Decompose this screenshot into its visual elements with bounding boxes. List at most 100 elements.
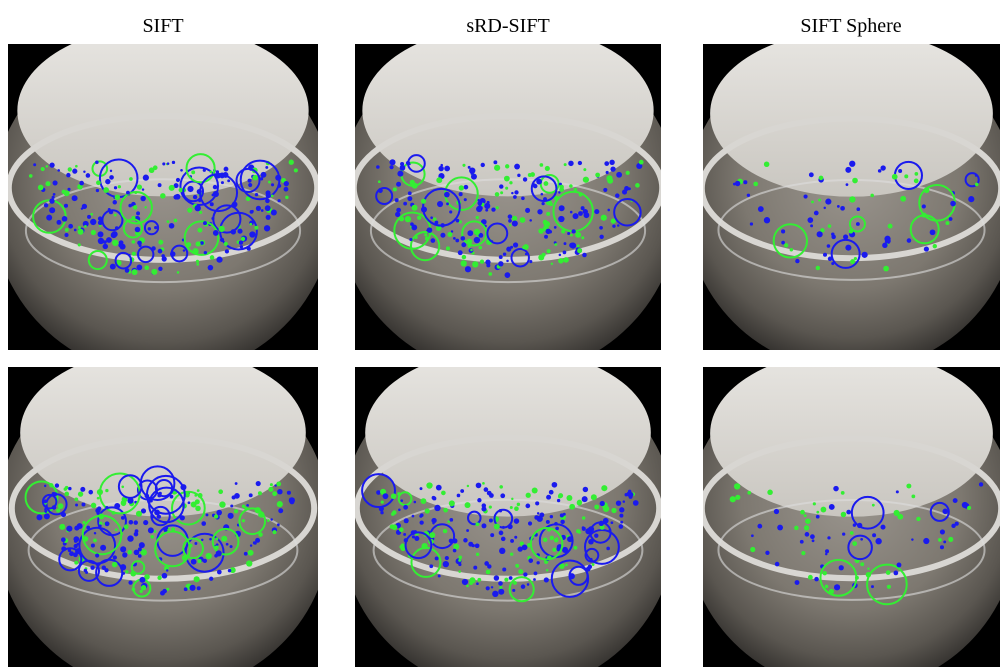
keypoint [883,266,889,272]
keypoint [86,173,91,178]
keypoint [582,496,588,502]
keypoint [546,212,550,216]
keypoint [396,208,401,213]
keypoint [615,193,619,197]
keypoint [91,544,95,548]
keypoint [458,559,461,562]
keypoint [504,578,508,582]
keypoint [887,585,891,589]
keypoint [154,530,157,533]
keypoint [457,494,461,498]
keypoint [583,487,588,492]
keypoint [420,513,424,517]
keypoint [79,181,84,186]
keypoint [110,264,116,270]
keypoint [261,172,267,178]
keypoint [248,179,252,183]
keypoint [437,201,443,207]
keypoint [99,522,103,526]
keypoint [421,543,427,549]
keypoint [813,502,816,505]
keypoint [449,500,455,506]
keypoint [204,251,207,254]
keypoint [209,538,212,541]
keypoint [900,196,906,202]
keypoint [466,585,469,588]
keypoint [148,527,154,533]
keypoint [837,205,840,208]
keypoint [496,206,499,209]
keypoint [376,490,381,495]
keypoint [735,181,740,186]
keypoint [46,215,52,221]
keypoint [91,230,96,235]
keypoint [195,205,201,211]
keypoint [191,559,197,565]
keypoint [57,169,60,172]
keypoint [554,226,557,229]
keypoint [114,186,117,189]
keypoint [224,167,229,172]
keypoint [129,177,133,181]
keypoint [570,211,573,214]
keypoint [916,517,920,521]
keypoint [196,263,199,266]
keypoint [61,546,66,551]
keypoint [498,261,503,266]
keypoint [87,215,91,219]
keypoint [550,536,555,541]
keypoint [72,169,77,174]
keypoint [582,253,587,258]
keypoint [554,522,558,526]
keypoint [601,215,607,221]
keypoint [211,217,214,220]
keypoint [86,526,90,530]
keypoint [547,249,551,253]
keypoint [747,194,750,197]
keypoint [177,271,180,274]
keypoint [75,504,78,507]
keypoint [162,589,167,594]
keypoint [115,195,120,200]
keypoint [225,249,229,253]
keypoint [499,509,502,512]
keypoint [491,207,495,211]
keypoint [289,160,294,165]
keypoint [816,266,820,270]
keypoint [435,221,439,225]
keypoint [52,492,56,496]
keypoint [446,246,450,250]
keypoint [403,505,408,510]
keypoint [106,237,112,243]
keypoint [134,191,137,194]
keypoint [383,493,389,499]
keypoint [216,550,222,556]
keypoint [942,509,948,515]
keypoint [588,539,594,545]
lens-area [340,349,676,671]
keypoint [150,535,154,539]
keypoint [536,561,539,564]
keypoint [272,530,276,534]
keypoint [481,163,485,167]
keypoint [924,246,929,251]
keypoint [623,500,626,503]
keypoint [412,205,418,211]
keypoint [427,227,433,233]
keypoint [38,185,44,191]
keypoint [68,224,73,229]
keypoint [850,259,855,264]
keypoint [270,518,272,520]
fisheye-photo [0,349,331,671]
keypoint [476,582,479,585]
keypoint [74,561,78,565]
keypoint [403,202,407,206]
keypoint [232,202,238,208]
keypoint [841,491,845,495]
keypoint [568,161,573,166]
keypoint [467,485,469,487]
keypoint [201,539,203,541]
keypoint [265,205,271,211]
keypoint [911,494,915,498]
keypoint [112,240,118,246]
